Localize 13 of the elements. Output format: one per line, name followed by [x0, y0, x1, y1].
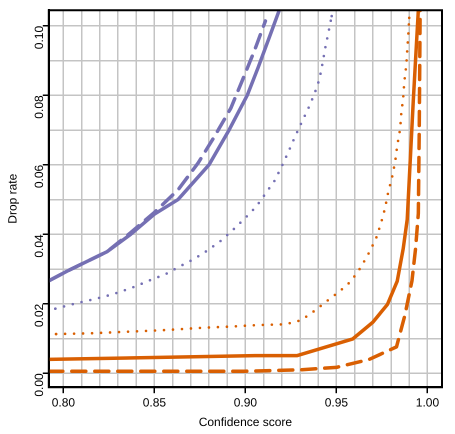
- x-tick-label: 0.85: [142, 396, 166, 410]
- y-tick-label: 0.08: [32, 95, 46, 119]
- x-axis-title: Confidence score: [198, 415, 292, 430]
- y-tick-label: 0.00: [32, 372, 46, 397]
- x-tick-label: 0.80: [52, 396, 76, 410]
- y-tick-label: 0.02: [32, 303, 46, 328]
- y-axis-title: Drop rate: [6, 173, 20, 224]
- x-tick-label: 0.95: [324, 396, 348, 410]
- x-tick-label: 0.90: [234, 396, 258, 410]
- y-tick-label: 0.10: [32, 26, 46, 50]
- y-tick-label: 0.06: [32, 164, 46, 188]
- y-tick-label: 0.04: [32, 234, 46, 258]
- x-tick-label: 1.00: [416, 396, 440, 410]
